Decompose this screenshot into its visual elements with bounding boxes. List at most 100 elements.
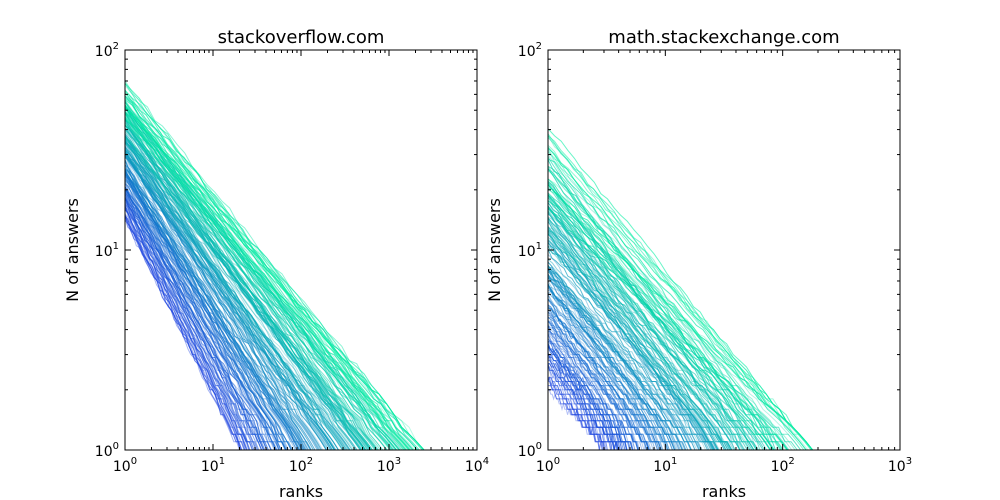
series-line — [548, 284, 665, 450]
series-line — [125, 154, 312, 450]
series-line — [125, 120, 400, 450]
series-line — [125, 152, 334, 450]
series-line — [125, 150, 348, 450]
series-line — [548, 258, 729, 450]
chart-title: math.stackexchange.com — [608, 27, 839, 48]
series-line — [125, 176, 282, 450]
axis-ticks: 100 101 102 103 104 100 101 102 — [95, 41, 489, 475]
series-line — [548, 144, 813, 450]
series-line — [548, 218, 741, 450]
series-line — [548, 209, 757, 450]
series-line — [125, 201, 257, 450]
series-line — [548, 178, 813, 450]
series-line — [125, 168, 299, 450]
series-line — [125, 117, 366, 450]
series-line — [548, 331, 643, 450]
series-line — [548, 211, 733, 450]
y-axis-label: N of answers — [63, 198, 82, 302]
series-line — [125, 206, 248, 450]
series-line — [125, 169, 312, 450]
series-line — [125, 196, 263, 450]
series-line — [548, 292, 673, 450]
series-line — [125, 148, 314, 450]
series-line — [548, 241, 714, 450]
chart-title: stackoverflow.com — [218, 27, 385, 48]
x-axis-label: ranks — [279, 482, 323, 500]
series-line — [548, 242, 732, 450]
series-line — [548, 170, 796, 450]
series-line — [548, 265, 710, 450]
series-line — [548, 273, 702, 450]
series-line — [125, 197, 263, 450]
y-tick-label: 102 — [95, 41, 119, 60]
series-line — [548, 304, 658, 450]
series-line — [548, 329, 645, 450]
chart-panel-stackoverflow: 100 101 102 103 104 100 101 102 stackoverflow.c… — [63, 27, 489, 500]
series-line — [125, 107, 379, 450]
series-line — [548, 354, 623, 450]
series-line — [548, 230, 768, 450]
series-line — [125, 159, 311, 450]
x-tick-label: 103 — [888, 456, 912, 475]
series-line — [125, 139, 344, 450]
series-line — [548, 226, 720, 450]
series-line — [548, 208, 755, 450]
series-line — [125, 138, 335, 450]
series-line — [125, 204, 255, 450]
series-line — [125, 180, 286, 450]
series-line — [548, 199, 774, 450]
series-line — [548, 377, 611, 450]
series-line — [125, 143, 349, 450]
x-tick-label: 102 — [289, 456, 313, 475]
series-line — [548, 207, 789, 450]
series-line — [125, 213, 245, 450]
series-line — [125, 204, 252, 450]
series-line — [548, 194, 751, 450]
series-line — [548, 196, 759, 450]
series-line — [548, 147, 776, 450]
y-axis-label: N of answers — [485, 198, 504, 302]
series-line — [125, 129, 392, 450]
series-line — [125, 147, 351, 450]
series-line — [548, 254, 700, 450]
series-line — [548, 248, 727, 450]
series-line — [548, 311, 663, 450]
series-line — [125, 90, 410, 450]
series-line — [125, 112, 400, 450]
series-line — [125, 203, 254, 450]
series-line — [548, 187, 784, 450]
series-line — [548, 283, 687, 450]
series-line — [125, 204, 255, 450]
series-line — [548, 276, 710, 450]
series-line — [548, 269, 712, 450]
series-line — [125, 124, 343, 450]
series-line — [548, 285, 686, 450]
series-line — [125, 207, 248, 450]
series-line — [548, 320, 652, 450]
series-line — [125, 182, 278, 450]
series-line — [548, 180, 787, 450]
series-line — [125, 206, 253, 450]
series-line — [548, 298, 660, 450]
series-line — [548, 128, 813, 450]
series-line — [548, 207, 802, 450]
series-line — [125, 172, 289, 450]
series-line — [125, 215, 246, 450]
series-line — [125, 95, 419, 450]
series-line — [125, 163, 306, 450]
y-tick-label: 100 — [518, 441, 542, 460]
series-line — [548, 245, 731, 450]
series-line — [548, 202, 755, 450]
series-line — [125, 192, 268, 450]
series-line — [125, 89, 425, 450]
series-line — [548, 227, 746, 450]
x-tick-label: 101 — [653, 456, 677, 475]
series-line — [548, 232, 745, 450]
series-line — [125, 203, 259, 450]
series-line — [548, 189, 813, 450]
series-line — [125, 135, 367, 450]
series-line — [548, 135, 807, 450]
series-line — [125, 179, 280, 450]
series-line — [125, 166, 311, 450]
